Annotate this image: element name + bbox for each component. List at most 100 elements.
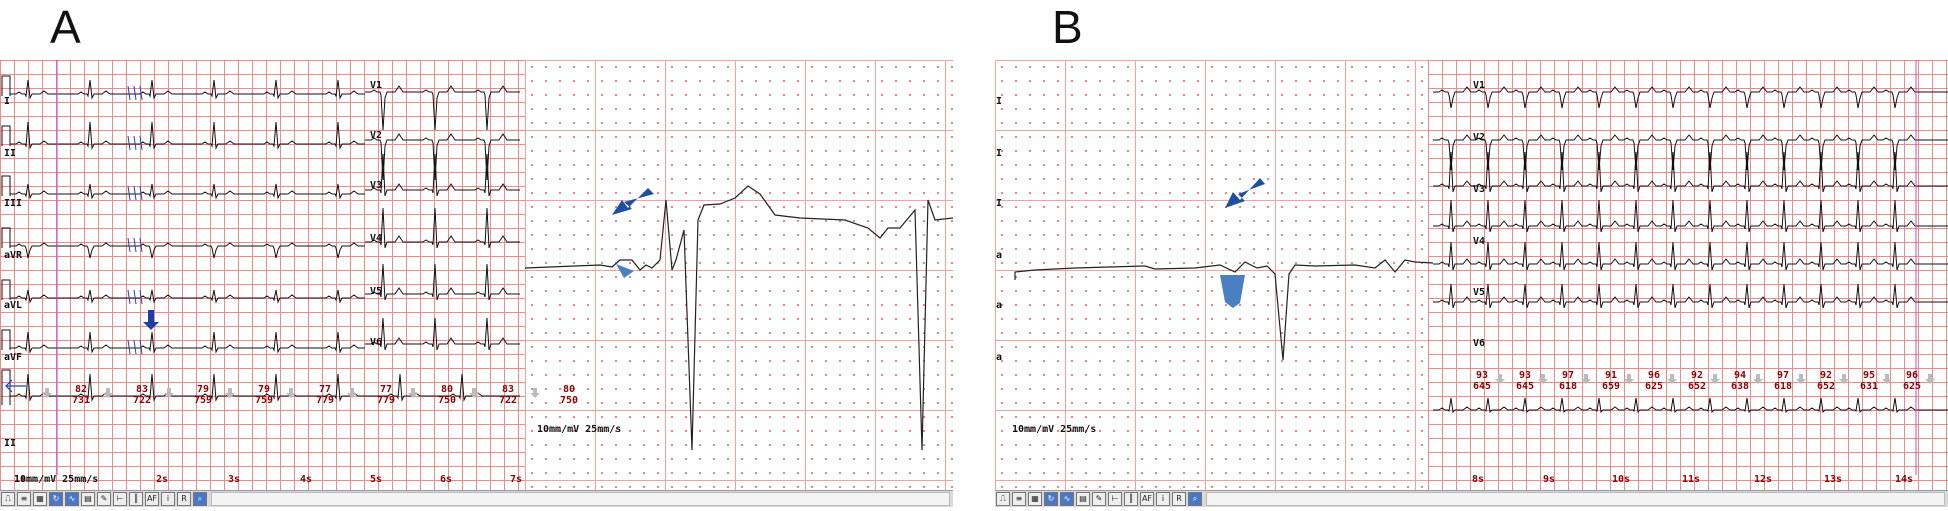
pacing-marker bbox=[127, 185, 143, 201]
hr-bpm: 80 bbox=[441, 384, 454, 395]
arrow-marker bbox=[5, 379, 26, 393]
beat-marker-icon bbox=[1667, 374, 1677, 384]
print-icon[interactable]: ▤ bbox=[81, 492, 95, 506]
panel-a-ecg-grid bbox=[0, 60, 525, 490]
info-icon[interactable]: i bbox=[161, 492, 175, 506]
heart-rate-value: 79 759 bbox=[255, 384, 273, 406]
rr-ms: 731 bbox=[72, 395, 91, 406]
heart-rate-value: 95 631 bbox=[1860, 370, 1878, 392]
panel-a-toolbar: ⎍ ≡ ▦ ↻ ∿ ▤ ✎ ⊢ ║ AF i R ⌕ bbox=[0, 490, 953, 507]
hr-bpm: 92 bbox=[1691, 370, 1704, 381]
grid-icon[interactable]: ▦ bbox=[1028, 492, 1042, 506]
time-label: 11s bbox=[1682, 474, 1701, 485]
chest-lead-trace bbox=[1433, 86, 1948, 109]
grid-icon[interactable]: ▦ bbox=[33, 492, 47, 506]
horizontal-scrollbar[interactable] bbox=[211, 492, 950, 506]
lead-label: I bbox=[996, 148, 1003, 159]
panel-b-zoom-grid bbox=[995, 60, 1428, 490]
beat-marker-icon bbox=[1710, 374, 1720, 384]
af-button[interactable]: AF bbox=[1140, 492, 1154, 506]
chest-lead-trace bbox=[365, 85, 520, 131]
time-label: 2s bbox=[156, 474, 169, 485]
rhythm-strip-trace bbox=[1433, 397, 1948, 414]
rr-ms: 625 bbox=[1645, 381, 1664, 392]
af-button[interactable]: AF bbox=[145, 492, 159, 506]
limb-lead-trace bbox=[10, 289, 365, 304]
bars-icon[interactable]: ║ bbox=[1124, 492, 1138, 506]
edit-icon[interactable]: ✎ bbox=[97, 492, 111, 506]
highlighted-wave bbox=[1220, 275, 1245, 308]
edit-icon[interactable]: ✎ bbox=[1092, 492, 1106, 506]
pacing-marker bbox=[127, 339, 143, 355]
pacing-marker bbox=[127, 289, 143, 305]
list-icon[interactable]: ≡ bbox=[17, 492, 31, 506]
horizontal-scrollbar[interactable] bbox=[1206, 492, 1945, 506]
rr-ms: 625 bbox=[1903, 381, 1922, 392]
heart-rate-value: 97 618 bbox=[1774, 370, 1792, 392]
heart-rate-value: 79 759 bbox=[194, 384, 212, 406]
rr-ms: 631 bbox=[1860, 381, 1879, 392]
heart-rate-value: 97 618 bbox=[1559, 370, 1577, 392]
list-icon[interactable]: ≡ bbox=[1012, 492, 1026, 506]
time-label: 8s bbox=[1472, 474, 1485, 485]
hr-bpm: 97 bbox=[1562, 370, 1575, 381]
chest-lead-trace bbox=[1433, 241, 1948, 271]
info-icon[interactable]: i bbox=[1156, 492, 1170, 506]
chest-lead-trace bbox=[1433, 134, 1948, 171]
r-button[interactable]: R bbox=[177, 492, 191, 506]
lead-label: III bbox=[4, 198, 23, 209]
r-button[interactable]: R bbox=[1172, 492, 1186, 506]
highlighted-wave bbox=[616, 264, 634, 278]
rr-ms: 722 bbox=[133, 395, 152, 406]
pacing-marker bbox=[127, 237, 143, 253]
annotation-arrow-icon bbox=[612, 188, 654, 215]
time-label: 1s bbox=[14, 474, 27, 485]
annotation-arrow-icon bbox=[1225, 178, 1265, 208]
panel-a-label: A bbox=[50, 1, 81, 53]
limb-lead-trace bbox=[10, 183, 365, 200]
rr-ms: 779 bbox=[316, 395, 335, 406]
hr-bpm: 93 bbox=[1476, 370, 1489, 381]
beat-marker-icon bbox=[1839, 374, 1849, 384]
search-icon[interactable]: ⌕ bbox=[1188, 492, 1202, 506]
hr-bpm: 96 bbox=[1906, 370, 1919, 381]
rr-ms: 638 bbox=[1731, 381, 1750, 392]
lead-label: a bbox=[996, 352, 1003, 363]
hr-bpm: 79 bbox=[258, 384, 271, 395]
beat-marker-icon bbox=[1925, 374, 1935, 384]
lead-label: aVR bbox=[4, 250, 23, 261]
caliper-icon[interactable]: ⊢ bbox=[1108, 492, 1122, 506]
search-icon[interactable]: ⌕ bbox=[193, 492, 207, 506]
limb-lead-trace bbox=[10, 79, 365, 100]
wave-icon[interactable]: ⎍ bbox=[1, 492, 15, 506]
zoom-wave-icon[interactable]: ∿ bbox=[1060, 492, 1074, 506]
heart-rate-value: 91 659 bbox=[1602, 370, 1620, 392]
beat-marker-icon bbox=[1495, 374, 1505, 384]
chest-lead-trace bbox=[365, 263, 520, 301]
loop-icon[interactable]: ↻ bbox=[49, 492, 63, 506]
zoom-wave-icon[interactable]: ∿ bbox=[65, 492, 79, 506]
rr-ms: 750 bbox=[438, 395, 457, 406]
hr-bpm: 92 bbox=[1820, 370, 1833, 381]
chest-lead-trace bbox=[365, 317, 520, 351]
rr-ms: 652 bbox=[1817, 381, 1836, 392]
chest-lead-trace bbox=[365, 133, 520, 181]
caliper-icon[interactable]: ⊢ bbox=[113, 492, 127, 506]
heart-rate-value: 94 638 bbox=[1731, 370, 1749, 392]
lead-label: V2 bbox=[370, 130, 383, 141]
chest-lead-trace bbox=[1433, 283, 1948, 309]
loop-icon[interactable]: ↻ bbox=[1044, 492, 1058, 506]
calibration-pulse bbox=[1, 125, 11, 146]
chest-lead-trace bbox=[1433, 199, 1948, 233]
beat-marker-icon bbox=[408, 388, 418, 398]
bars-icon[interactable]: ║ bbox=[129, 492, 143, 506]
print-icon[interactable]: ▤ bbox=[1076, 492, 1090, 506]
time-label: 3s bbox=[228, 474, 241, 485]
hr-bpm: 77 bbox=[319, 384, 332, 395]
heart-rate-value: 77 779 bbox=[377, 384, 395, 406]
hr-bpm: 94 bbox=[1734, 370, 1747, 381]
wave-icon[interactable]: ⎍ bbox=[996, 492, 1010, 506]
time-label: 10s bbox=[1612, 474, 1631, 485]
hr-bpm: 83 bbox=[502, 384, 515, 395]
time-label: 12s bbox=[1754, 474, 1773, 485]
